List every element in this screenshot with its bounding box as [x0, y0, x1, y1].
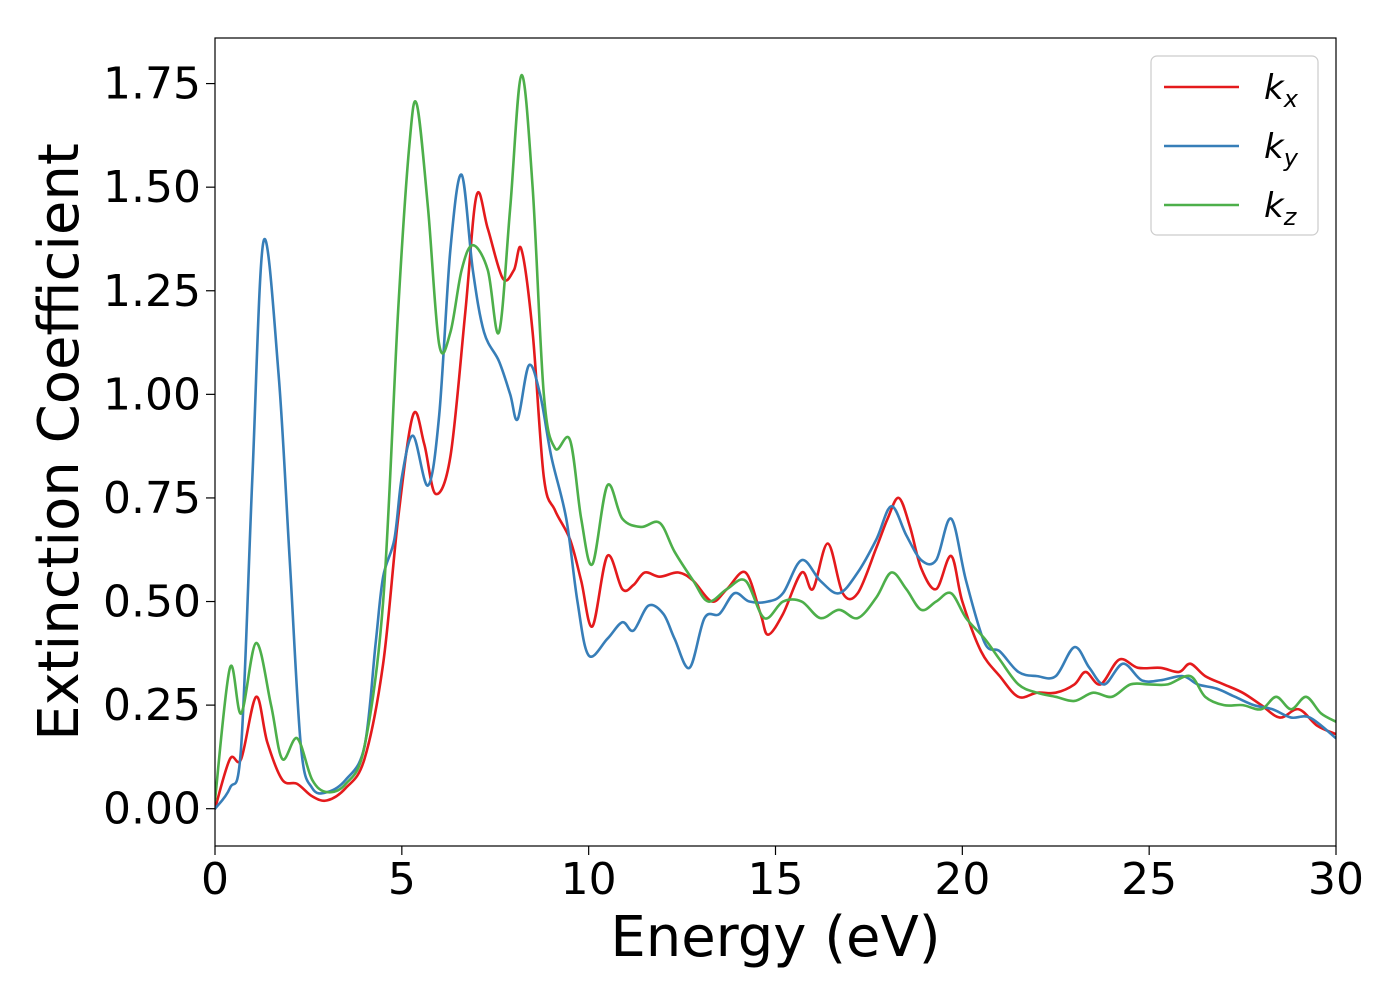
series-line-k-z	[215, 73, 1336, 802]
y-tick-label: 1.75	[103, 59, 201, 110]
y-tick-label: 1.50	[103, 162, 201, 213]
legend: kx ky kz	[1150, 55, 1319, 236]
series-layer	[215, 73, 1336, 811]
x-axis-title: Energy (eV)	[610, 905, 940, 970]
x-tick-label: 10	[561, 854, 617, 905]
y-tick-label: 1.00	[103, 369, 201, 420]
legend-label: ky	[1264, 127, 1299, 172]
y-tick-label: 1.25	[103, 266, 201, 317]
x-tick-label: 5	[388, 854, 416, 905]
x-tick-label: 30	[1308, 854, 1364, 905]
x-tick-label: 20	[934, 854, 990, 905]
legend-label: kz	[1264, 186, 1298, 231]
y-tick-label: 0.50	[103, 577, 201, 628]
axes-layer: 0 5 10 15 20 25 30 0.00 0.25 0.50 0.75 1.00 1.25 1.50…	[103, 37, 1364, 905]
series-line-k-x	[215, 191, 1336, 811]
series-line-k-y	[215, 173, 1336, 811]
x-tick-label: 25	[1121, 854, 1177, 905]
y-tick-label: 0.00	[103, 784, 201, 835]
y-axis-title: Extinction Coefficient	[27, 143, 92, 741]
y-tick-label: 0.25	[103, 680, 201, 731]
x-tick-label: 15	[748, 854, 804, 905]
y-tick-label: 0.75	[103, 473, 201, 524]
legend-label: kx	[1264, 68, 1299, 113]
x-tick-label: 0	[201, 854, 229, 905]
